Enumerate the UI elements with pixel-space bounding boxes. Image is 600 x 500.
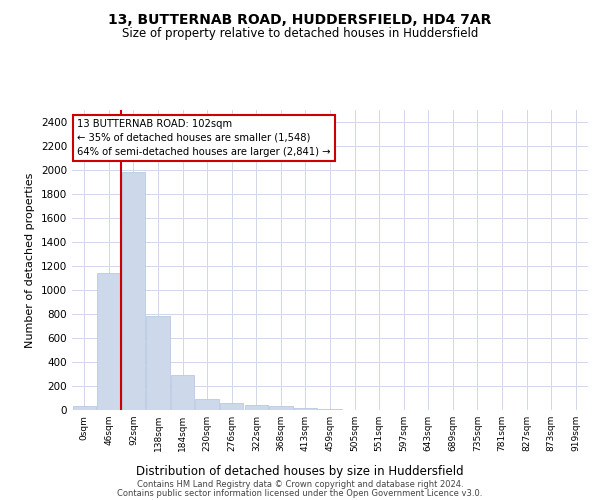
- Text: Distribution of detached houses by size in Huddersfield: Distribution of detached houses by size …: [136, 464, 464, 477]
- Text: Contains HM Land Registry data © Crown copyright and database right 2024.: Contains HM Land Registry data © Crown c…: [137, 480, 463, 489]
- Text: 13, BUTTERNAB ROAD, HUDDERSFIELD, HD4 7AR: 13, BUTTERNAB ROAD, HUDDERSFIELD, HD4 7A…: [109, 12, 491, 26]
- Text: Contains public sector information licensed under the Open Government Licence v3: Contains public sector information licen…: [118, 489, 482, 498]
- Bar: [73, 406, 96, 410]
- Bar: [245, 404, 268, 410]
- Text: Size of property relative to detached houses in Huddersfield: Size of property relative to detached ho…: [122, 28, 478, 40]
- Bar: [220, 404, 244, 410]
- Y-axis label: Number of detached properties: Number of detached properties: [25, 172, 35, 348]
- Bar: [294, 408, 317, 410]
- Bar: [146, 316, 170, 410]
- Bar: [171, 375, 194, 410]
- Bar: [122, 172, 145, 410]
- Bar: [319, 409, 341, 410]
- Text: 13 BUTTERNAB ROAD: 102sqm
← 35% of detached houses are smaller (1,548)
64% of se: 13 BUTTERNAB ROAD: 102sqm ← 35% of detac…: [77, 119, 331, 157]
- Bar: [196, 399, 219, 410]
- Bar: [97, 273, 121, 410]
- Bar: [269, 406, 293, 410]
